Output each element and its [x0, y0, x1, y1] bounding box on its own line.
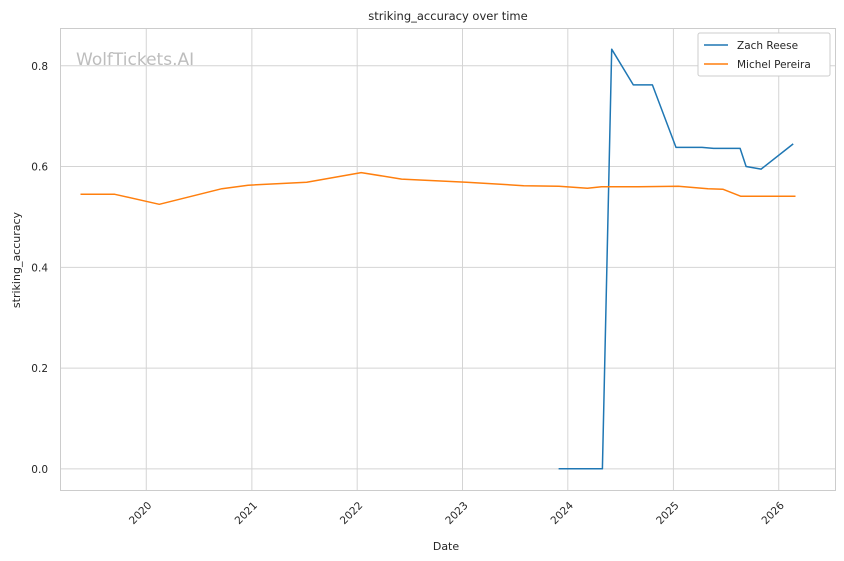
- y-tick-label: 0.6: [31, 162, 48, 174]
- x-tick-labels: 2020 2021 2022 2023 2024 2025 2026: [127, 499, 787, 527]
- y-tick-label: 0.8: [31, 61, 48, 73]
- x-tick-label: 2024: [549, 499, 577, 527]
- y-axis-label: striking_accuracy: [10, 211, 23, 308]
- plot-frame: [60, 28, 836, 491]
- y-tick-label: 0.2: [31, 363, 48, 375]
- legend-label-michel-pereira: Michel Pereira: [737, 59, 811, 71]
- x-tick-label: 2022: [338, 500, 365, 527]
- series-lines: [80, 48, 796, 470]
- x-tick-label: 2023: [443, 500, 470, 527]
- x-tick-label: 2021: [233, 500, 260, 527]
- y-tick-labels: 0.0 0.2 0.4 0.6 0.8: [31, 61, 48, 476]
- series-line-zach-reese: [558, 48, 794, 470]
- x-tick-label: 2020: [127, 500, 154, 527]
- chart-title: striking_accuracy over time: [368, 9, 527, 23]
- y-tick-label: 0.0: [31, 464, 48, 476]
- y-tick-label: 0.4: [31, 262, 48, 274]
- watermark: WolfTickets.AI: [76, 50, 194, 70]
- x-tick-label: 2025: [654, 500, 681, 527]
- x-axis-label: Date: [433, 540, 460, 553]
- series-line-michel-pereira: [80, 171, 796, 206]
- grid: [60, 28, 835, 490]
- x-tick-label: 2026: [759, 499, 787, 527]
- legend-label-zach-reese: Zach Reese: [737, 40, 798, 52]
- legend: Zach Reese Michel Pereira: [697, 32, 831, 77]
- legend-box: [697, 32, 831, 77]
